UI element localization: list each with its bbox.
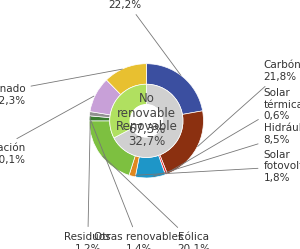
Wedge shape bbox=[89, 116, 110, 121]
Wedge shape bbox=[106, 64, 146, 95]
Wedge shape bbox=[158, 155, 167, 175]
Text: Otras renovables
1,4%: Otras renovables 1,4% bbox=[91, 121, 184, 249]
Text: Hidráulica
8,5%: Hidráulica 8,5% bbox=[153, 123, 300, 176]
Wedge shape bbox=[90, 80, 121, 115]
Text: Nuclear
22,2%: Nuclear 22,2% bbox=[104, 0, 181, 75]
Circle shape bbox=[130, 105, 163, 137]
Text: Residuos
1,2%: Residuos 1,2% bbox=[64, 117, 111, 249]
Text: Carbón
21,8%: Carbón 21,8% bbox=[198, 60, 300, 146]
Wedge shape bbox=[89, 121, 135, 175]
Wedge shape bbox=[129, 156, 139, 177]
Text: No
renovable
67,3%: No renovable 67,3% bbox=[117, 92, 176, 135]
Text: Solar
fotovoltaica
1,8%: Solar fotovoltaica 1,8% bbox=[135, 150, 300, 183]
Wedge shape bbox=[114, 84, 183, 157]
Wedge shape bbox=[110, 84, 146, 138]
Text: Eólica
20,1%: Eólica 20,1% bbox=[103, 156, 210, 249]
Wedge shape bbox=[89, 112, 110, 118]
Wedge shape bbox=[146, 64, 203, 115]
Text: Ciclo combinado
12,3%: Ciclo combinado 12,3% bbox=[0, 69, 122, 106]
Wedge shape bbox=[135, 155, 165, 178]
Wedge shape bbox=[160, 111, 203, 174]
Text: Cogeneración
10,1%: Cogeneración 10,1% bbox=[0, 96, 94, 165]
Text: Renovable
32,7%: Renovable 32,7% bbox=[116, 120, 177, 148]
Text: Solar
térmica
0,6%: Solar térmica 0,6% bbox=[169, 88, 300, 172]
